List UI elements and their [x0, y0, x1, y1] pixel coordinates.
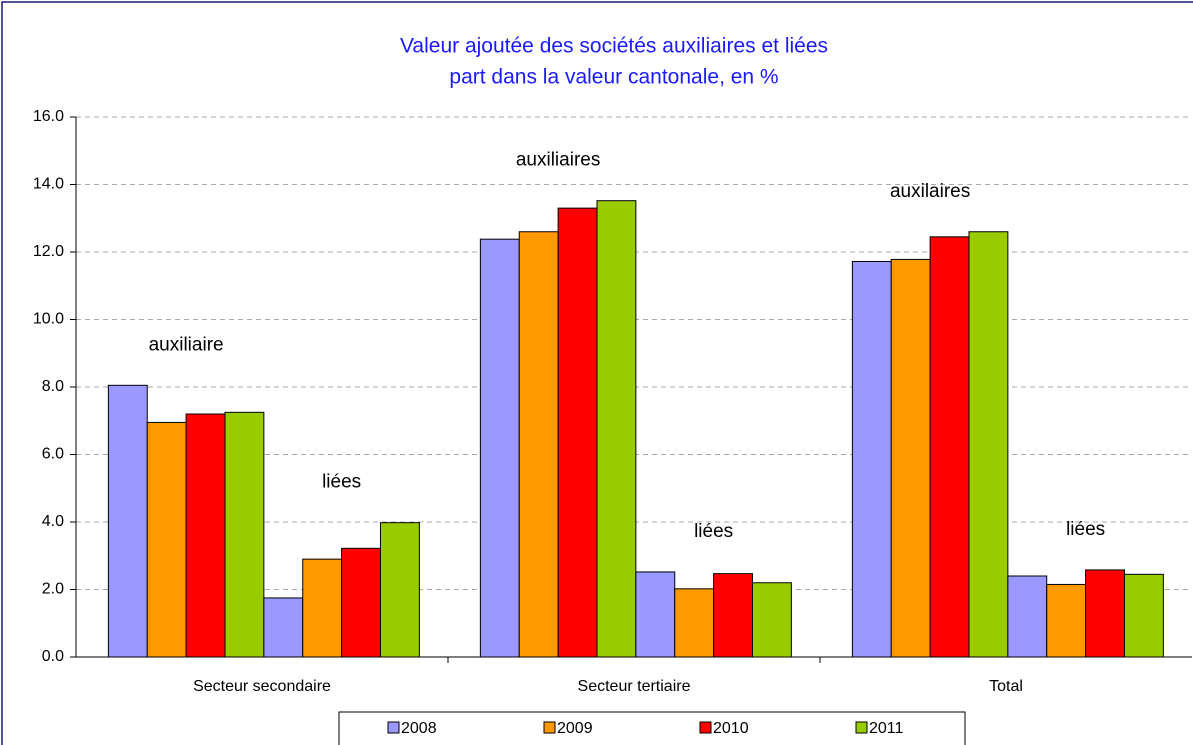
bar [107, 384, 148, 658]
bar [263, 597, 304, 658]
y-tick-label: 6.0 [42, 446, 64, 463]
legend-swatch [855, 721, 868, 734]
bar [1007, 575, 1048, 658]
bar [674, 588, 715, 658]
bar [713, 573, 753, 658]
bar [479, 238, 520, 658]
bar [379, 522, 420, 658]
chart-subtitle: part dans la valeur cantonale, en % [449, 66, 778, 89]
bar [635, 571, 676, 658]
chart-title: Valeur ajoutée des sociétés auxiliaires … [400, 35, 828, 58]
y-tick-label: 4.0 [42, 513, 64, 530]
y-tick-label: 2.0 [42, 581, 64, 598]
group-label: auxilaires [890, 181, 970, 202]
group-label: auxiliaires [516, 150, 600, 171]
y-tick-label: 0.0 [42, 648, 64, 665]
legend-label: 2011 [869, 720, 904, 737]
bar [851, 260, 892, 658]
x-tick-label: Total [989, 678, 1023, 695]
y-tick-label: 14.0 [33, 176, 64, 193]
y-tick-label: 8.0 [42, 378, 64, 395]
bar [1046, 583, 1087, 658]
x-tick-label: Secteur secondaire [193, 678, 331, 695]
bar [341, 547, 381, 658]
legend-label: 2010 [713, 720, 749, 737]
bar [146, 421, 187, 658]
bar [929, 236, 970, 658]
group-label: auxiliaire [149, 334, 224, 355]
y-tick-label: 16.0 [33, 108, 64, 125]
bar [224, 411, 265, 658]
bar [302, 558, 343, 658]
bar [557, 207, 598, 658]
legend-label: 2009 [557, 720, 593, 737]
legend-swatch [543, 721, 556, 734]
y-tick-label: 12.0 [33, 243, 64, 260]
bar [1085, 569, 1125, 658]
y-tick-label: 10.0 [33, 311, 64, 328]
bar [596, 200, 637, 658]
legend-swatch [387, 721, 400, 734]
legend-label: 2008 [401, 720, 437, 737]
group-label: liées [322, 472, 361, 493]
bar [890, 258, 931, 658]
group-label: liées [1066, 519, 1105, 540]
x-tick-label: Secteur tertiaire [578, 678, 691, 695]
bar [185, 413, 226, 658]
legend-swatch [699, 721, 712, 734]
group-label: liées [694, 521, 733, 542]
bar [1123, 573, 1164, 658]
bar [968, 231, 1009, 658]
bar [518, 231, 559, 658]
bar [751, 582, 792, 658]
